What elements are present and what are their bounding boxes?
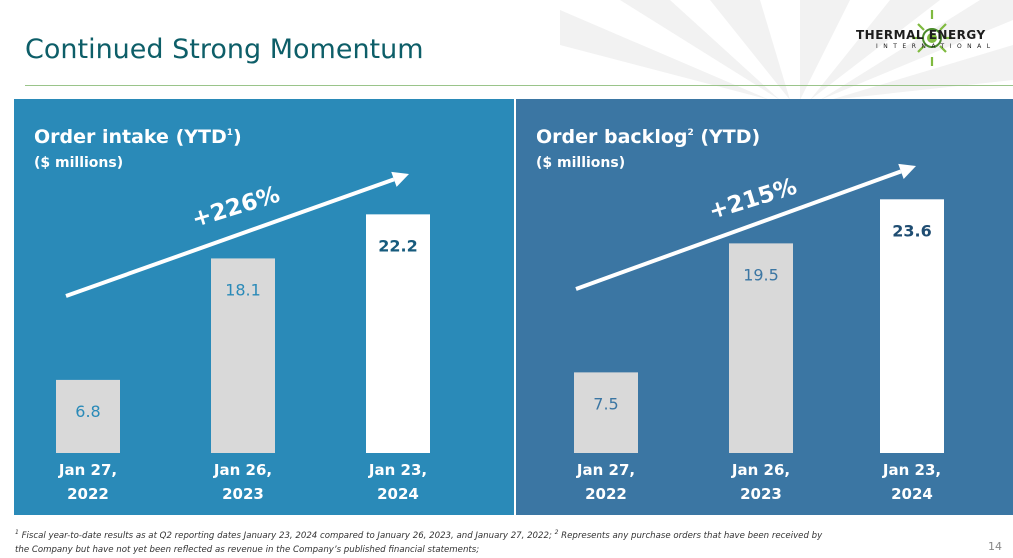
- chart-title: Order intake (YTD1): [34, 126, 242, 148]
- chart-title: Order backlog2 (YTD): [536, 126, 760, 148]
- order-backlog-panel: Order backlog2 (YTD) ($ millions) 7.5 Jan 2…: [516, 99, 1013, 515]
- growth-arrow-line: [65, 177, 395, 298]
- title-divider: [25, 85, 1013, 86]
- tick-label-1: Jan 26,: [731, 461, 790, 479]
- chart-title-sup: 1: [227, 128, 233, 138]
- chart-subtitle: ($ millions): [34, 155, 123, 171]
- bar-2: [880, 199, 944, 453]
- bar-0: [56, 379, 120, 453]
- footnote-text-3: the Company but have not yet been reflec…: [15, 545, 480, 556]
- tick-label-2: Jan 23,: [882, 461, 941, 479]
- order-intake-panel: Order intake (YTD1) ($ millions) 6.8 Jan 27…: [14, 99, 514, 515]
- bar-1: [211, 258, 275, 453]
- chart-title-end: (YTD): [694, 126, 760, 148]
- arrow-head-icon: [391, 171, 409, 187]
- footnote-text-1: Fiscal year-to-date results as at Q2 rep…: [21, 530, 552, 541]
- tick-label-year-0: 2022: [585, 485, 627, 503]
- tick-label-year-1: 2023: [222, 485, 264, 503]
- data-label-2: 22.2: [378, 236, 417, 255]
- order-intake-chart: Order intake (YTD1) ($ millions) 6.8 Jan 27…: [34, 126, 430, 503]
- arrow-head-icon: [898, 163, 916, 179]
- data-label-0: 7.5: [593, 394, 618, 413]
- footnote-text-2: Represents any purchase orders that have…: [561, 530, 823, 541]
- data-label-1: 18.1: [225, 280, 261, 299]
- chart-title-sup: 2: [687, 128, 693, 138]
- data-label-0: 6.8: [75, 402, 100, 421]
- tick-label-year-2: 2024: [377, 485, 419, 503]
- footnote: 1 Fiscal year-to-date results as at Q2 r…: [15, 526, 915, 558]
- tick-label-2: Jan 23,: [368, 461, 427, 479]
- logo-text: THERMAL ENERGY: [856, 28, 986, 42]
- tick-label-0: Jan 27,: [576, 461, 635, 479]
- bar-0: [574, 372, 638, 453]
- tick-label-1: Jan 26,: [213, 461, 272, 479]
- chart-title-end: ): [233, 126, 242, 148]
- chart-title-text: Order backlog: [536, 126, 687, 148]
- tick-label-year-1: 2023: [740, 485, 782, 503]
- logo-subtext: INTERNATIONAL: [876, 43, 996, 50]
- page-number: 14: [988, 540, 1002, 553]
- growth-annotation: +215%: [706, 174, 800, 225]
- bar-1: [729, 243, 793, 453]
- chart-subtitle: ($ millions): [536, 155, 625, 171]
- growth-arrow-line: [575, 169, 902, 291]
- chart-title-text: Order intake (YTD: [34, 126, 227, 148]
- sun-logo-icon: [912, 10, 952, 66]
- slide-title: Continued Strong Momentum: [25, 34, 424, 65]
- background-rays: [560, 0, 1013, 100]
- tick-label-0: Jan 27,: [58, 461, 117, 479]
- company-logo: THERMAL ENERGY INTERNATIONAL: [852, 6, 1012, 78]
- footnote-marker-1: 1: [15, 529, 19, 536]
- tick-label-year-2: 2024: [891, 485, 933, 503]
- order-backlog-chart: Order backlog2 (YTD) ($ millions) 7.5 Jan 2…: [536, 126, 944, 503]
- data-label-1: 19.5: [743, 265, 779, 284]
- footnote-marker-2: 2: [554, 529, 559, 536]
- data-label-2: 23.6: [892, 221, 931, 240]
- bar-2: [366, 214, 430, 453]
- tick-label-year-0: 2022: [67, 485, 109, 503]
